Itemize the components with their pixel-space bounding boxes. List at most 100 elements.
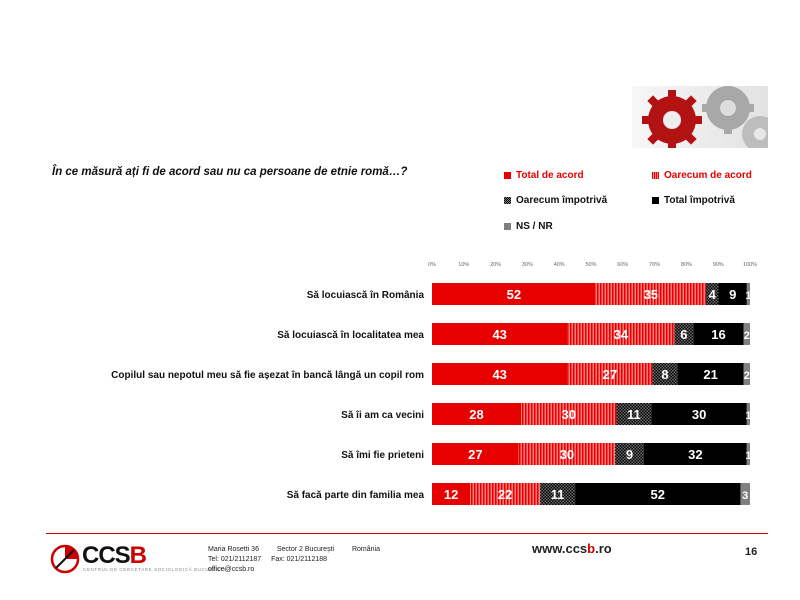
- bar-segment: [615, 443, 644, 465]
- address-sector: Sector 2 București: [276, 546, 335, 553]
- data-label: 30: [562, 407, 576, 422]
- address-street: Maria Rosetti 36: [208, 546, 259, 553]
- x-tick-label: 90%: [713, 262, 724, 268]
- bar-segment: [518, 443, 616, 465]
- legend-label: Total de acord: [516, 170, 584, 181]
- legend-label: Total împotrivă: [664, 195, 735, 206]
- data-label: 32: [688, 447, 702, 462]
- bar-segment: [432, 323, 568, 345]
- red-gear-icon: [642, 90, 702, 148]
- website-link[interactable]: www.ccsb.ro: [532, 541, 612, 556]
- data-label: 8: [661, 367, 668, 382]
- data-label: 12: [444, 487, 458, 502]
- bar-segment: [432, 483, 471, 505]
- footer-address: Maria Rosetti 36 Sector 2 București Româ…: [208, 545, 380, 575]
- data-label: 43: [492, 327, 506, 342]
- gears-image: [632, 86, 768, 148]
- data-label: 27: [468, 447, 482, 462]
- website-suffix: .ro: [595, 541, 612, 556]
- legend-item: Oarecum împotrivă: [504, 195, 607, 206]
- x-tick-label: 10%: [458, 262, 469, 268]
- fax-number: Fax: 021/2112188: [271, 556, 328, 563]
- bar-segment: [432, 283, 596, 305]
- bar-segment: [540, 483, 576, 505]
- bar-segment: [651, 403, 747, 425]
- bar-segment: [746, 283, 750, 305]
- category-label: Să locuiască în localitatea mea: [277, 330, 424, 341]
- bar-segment: [740, 483, 750, 505]
- data-label: 30: [560, 447, 574, 462]
- bar-segment: [746, 403, 750, 425]
- website-prefix: www.ccs: [532, 541, 588, 556]
- data-label: 28: [469, 407, 483, 422]
- chart-legend: Total de acord Oarecum de acord Oarecum îm…: [504, 170, 784, 240]
- category-label: Să îi am ca vecini: [341, 410, 424, 421]
- x-tick-label: 40%: [554, 262, 565, 268]
- x-tick-label: 30%: [522, 262, 533, 268]
- email-link[interactable]: office@ccsb.ro: [208, 566, 255, 573]
- x-tick-label: 20%: [490, 262, 501, 268]
- category-label: Copilul sau nepotul meu să fie așezat în…: [111, 370, 424, 381]
- data-label: 11: [551, 487, 565, 502]
- bar-segment: [743, 323, 750, 345]
- data-label: 34: [614, 327, 629, 342]
- legend-swatch: [652, 172, 659, 179]
- legend-label: NS / NR: [516, 221, 553, 232]
- bar-segment: [705, 283, 719, 305]
- data-label: 27: [603, 367, 617, 382]
- x-tick-label: 60%: [617, 262, 628, 268]
- bar-segment: [693, 323, 744, 345]
- bar-segment: [718, 283, 747, 305]
- data-label: 21: [703, 367, 717, 382]
- bar-segment: [677, 363, 744, 385]
- legend-swatch: [652, 197, 659, 204]
- data-label: 3: [742, 490, 748, 502]
- category-label: Să facă parte din familia mea: [287, 490, 425, 501]
- legend-item: Total împotrivă: [652, 195, 735, 206]
- data-label: 2: [744, 370, 750, 382]
- data-label: 30: [692, 407, 706, 422]
- data-label: 4: [709, 287, 717, 302]
- gears-illustration: [642, 86, 768, 148]
- legend-item: Total de acord: [504, 170, 584, 181]
- ccsb-logo: CCSB CENTRUL DE CERCETARE SOCIOLOGICĂ BU…: [50, 542, 225, 576]
- bar-segment: [432, 363, 568, 385]
- bar-segment: [652, 363, 678, 385]
- data-label: 6: [680, 327, 687, 342]
- data-label: 1: [745, 450, 751, 462]
- legend-swatch: [504, 172, 511, 179]
- x-tick-label: 50%: [585, 262, 596, 268]
- data-label: 43: [492, 367, 506, 382]
- legend-label: Oarecum împotrivă: [516, 195, 608, 206]
- question-title: În ce măsură ați fi de acord sau nu ca p…: [52, 166, 408, 178]
- address-country: România: [351, 546, 380, 553]
- legend-swatch: [504, 223, 511, 230]
- data-label: 1: [745, 290, 751, 302]
- x-tick-label: 100%: [743, 262, 757, 268]
- grey-gear-icon: [702, 86, 768, 148]
- category-label: Să îmi fie prieteni: [341, 450, 424, 461]
- data-label: 2: [744, 330, 750, 342]
- stacked-bar-chart: 0% 10% 20% 30% 40% 50% 60% 70% 80% 90% 100% Să loc…: [111, 262, 757, 505]
- bar-segment: [470, 483, 541, 505]
- website-highlight: b: [587, 541, 596, 556]
- data-label: 16: [711, 327, 725, 342]
- data-label: 52: [651, 487, 665, 502]
- x-tick-label: 80%: [681, 262, 692, 268]
- bar-segment: [567, 323, 675, 345]
- footer-divider: [46, 533, 768, 534]
- logo-wordmark: CCSB: [82, 542, 147, 569]
- legend-label: Oarecum de acord: [664, 170, 752, 181]
- data-label: 1: [745, 410, 751, 422]
- data-label: 35: [644, 287, 658, 302]
- page-number: 16: [745, 546, 758, 558]
- data-label: 22: [498, 487, 512, 502]
- data-label: 9: [729, 287, 736, 302]
- bar-segment: [674, 323, 694, 345]
- data-label: 11: [627, 407, 641, 422]
- legend-swatch: [504, 197, 511, 204]
- category-label: Să locuiască în România: [307, 290, 425, 301]
- bar-segment: [432, 443, 519, 465]
- x-tick-label: 0%: [428, 262, 436, 268]
- phone-number: Tel: 021/2112187: [208, 556, 262, 563]
